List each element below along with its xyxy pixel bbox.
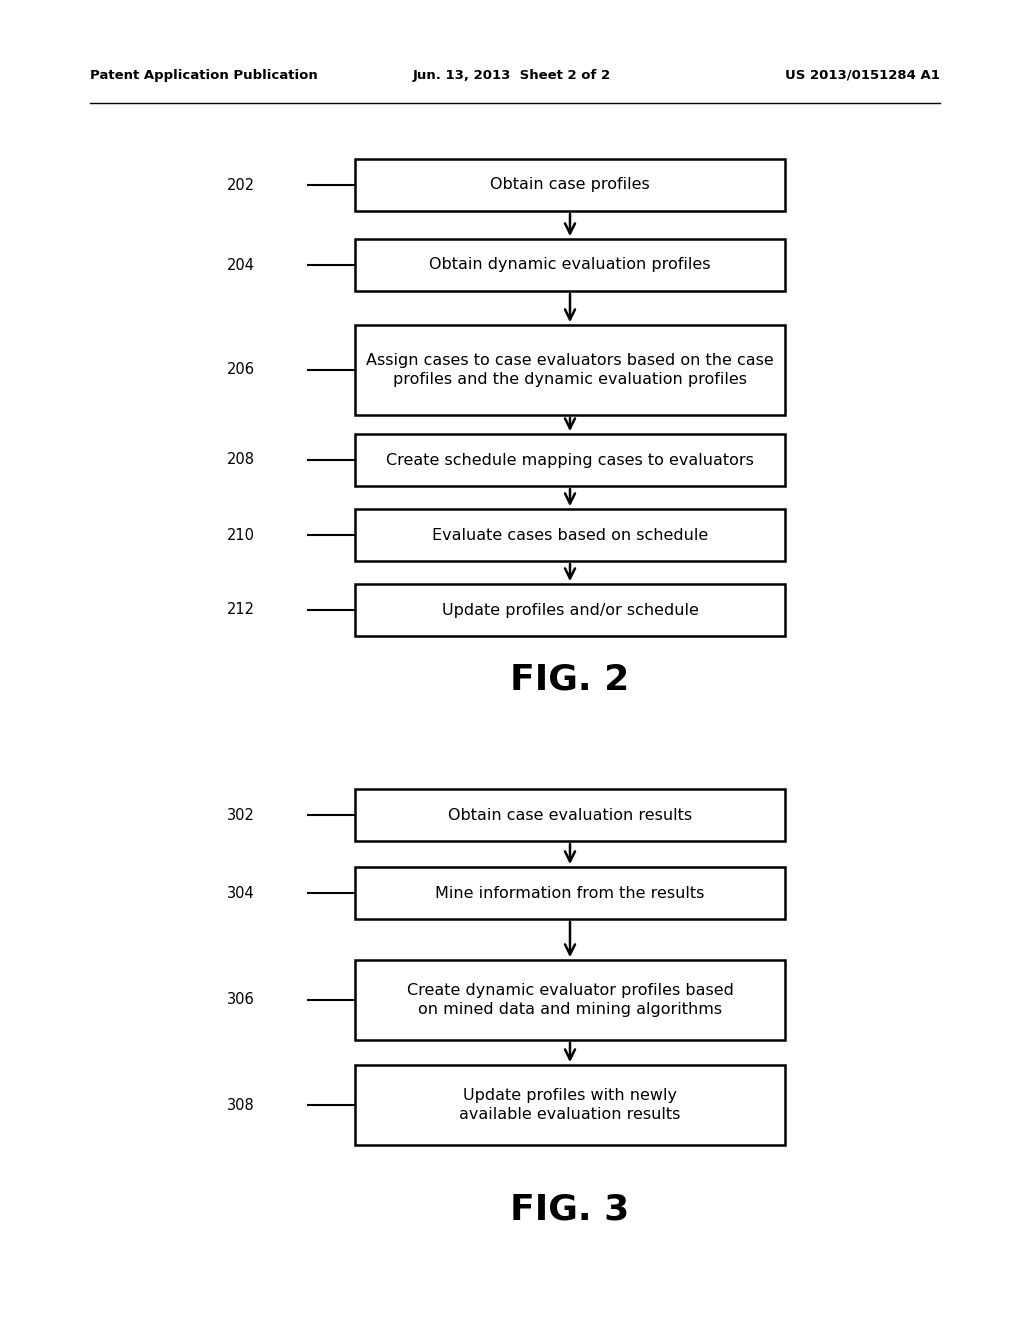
Text: Mine information from the results: Mine information from the results [435, 886, 705, 900]
Text: 304: 304 [227, 886, 255, 900]
Text: US 2013/0151284 A1: US 2013/0151284 A1 [785, 69, 940, 82]
Text: Create schedule mapping cases to evaluators: Create schedule mapping cases to evaluat… [386, 453, 754, 467]
Bar [355, 789, 785, 841]
Text: Assign cases to case evaluators based on the case
profiles and the dynamic evalu: Assign cases to case evaluators based on… [367, 352, 774, 387]
Bar [355, 158, 785, 211]
Bar [355, 583, 785, 636]
Text: 202: 202 [227, 177, 255, 193]
Text: Jun. 13, 2013  Sheet 2 of 2: Jun. 13, 2013 Sheet 2 of 2 [413, 69, 611, 82]
Text: Create dynamic evaluator profiles based
on mined data and mining algorithms: Create dynamic evaluator profiles based … [407, 982, 733, 1018]
Text: Obtain case evaluation results: Obtain case evaluation results [447, 808, 692, 822]
Text: 210: 210 [227, 528, 255, 543]
Text: Update profiles and/or schedule: Update profiles and/or schedule [441, 602, 698, 618]
Bar [355, 325, 785, 414]
Bar [355, 867, 785, 919]
Bar [355, 960, 785, 1040]
Text: 306: 306 [227, 993, 255, 1007]
Text: Update profiles with newly
available evaluation results: Update profiles with newly available eva… [460, 1088, 681, 1122]
Bar [355, 239, 785, 290]
Text: 302: 302 [227, 808, 255, 822]
Text: 208: 208 [227, 453, 255, 467]
Text: Patent Application Publication: Patent Application Publication [90, 69, 317, 82]
Bar [355, 1065, 785, 1144]
Text: 206: 206 [227, 363, 255, 378]
Text: FIG. 2: FIG. 2 [510, 663, 630, 697]
Text: Evaluate cases based on schedule: Evaluate cases based on schedule [432, 528, 709, 543]
Text: FIG. 3: FIG. 3 [510, 1193, 630, 1228]
Text: 308: 308 [227, 1097, 255, 1113]
Bar [355, 510, 785, 561]
Text: Obtain case profiles: Obtain case profiles [490, 177, 650, 193]
Text: Obtain dynamic evaluation profiles: Obtain dynamic evaluation profiles [429, 257, 711, 272]
Text: 204: 204 [227, 257, 255, 272]
Bar [355, 434, 785, 486]
Text: 212: 212 [227, 602, 255, 618]
